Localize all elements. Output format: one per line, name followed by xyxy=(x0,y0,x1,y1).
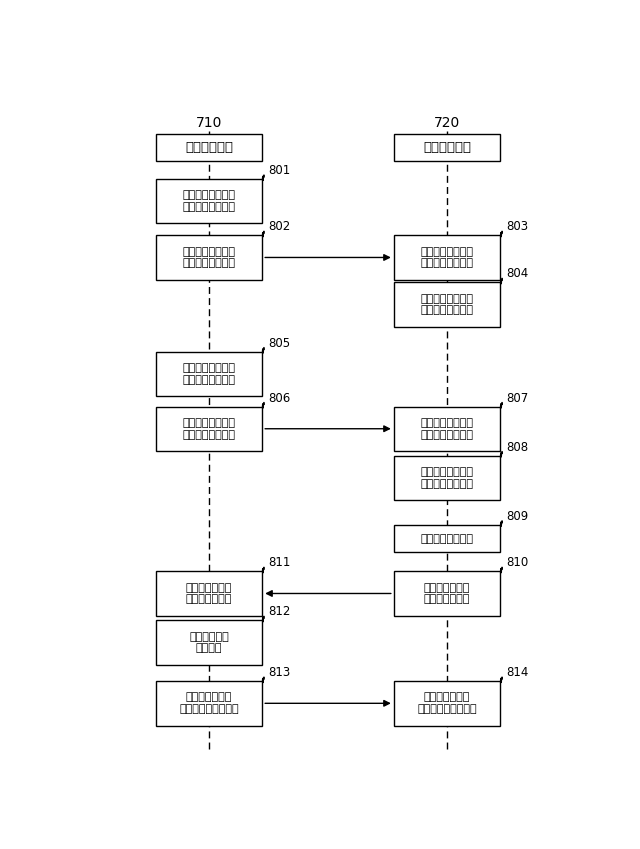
Bar xyxy=(156,179,262,223)
Text: 位置情報および通
信品質情報を受信: 位置情報および通 信品質情報を受信 xyxy=(420,247,474,268)
Bar xyxy=(394,681,500,726)
Text: 位置情報および通
信品質情報を送信: 位置情報および通 信品質情報を送信 xyxy=(182,418,236,440)
Text: 803: 803 xyxy=(506,220,529,233)
Text: 契約認証情報の
切替指示を送信: 契約認証情報の 切替指示を送信 xyxy=(424,582,470,604)
Bar xyxy=(156,351,262,396)
Text: 無線通信装置: 無線通信装置 xyxy=(185,141,233,155)
Text: 位置情報および通
信品質情報を記憶: 位置情報および通 信品質情報を記憶 xyxy=(420,467,474,488)
Text: 809: 809 xyxy=(506,510,529,523)
Text: 契約認証情報の
切替完了通知を送信: 契約認証情報の 切替完了通知を送信 xyxy=(179,693,239,714)
Text: 契約認証情報の
切替指示を受信: 契約認証情報の 切替指示を受信 xyxy=(186,582,232,604)
Text: 位置情報および通
信品質情報を記憶: 位置情報および通 信品質情報を記憶 xyxy=(420,294,474,315)
Bar xyxy=(394,235,500,279)
Text: 通信品質判定処理: 通信品質判定処理 xyxy=(420,533,474,543)
Bar xyxy=(394,456,500,500)
Text: 710: 710 xyxy=(196,115,222,130)
Bar xyxy=(156,621,262,665)
Text: 契約認証情報の
切替完了通知を受信: 契約認証情報の 切替完了通知を受信 xyxy=(417,693,477,714)
Bar xyxy=(156,407,262,451)
Text: 804: 804 xyxy=(506,267,529,280)
Text: 814: 814 xyxy=(506,666,529,679)
Text: 810: 810 xyxy=(506,556,529,570)
Text: 情報処理装置: 情報処理装置 xyxy=(423,141,471,155)
Text: 801: 801 xyxy=(268,164,291,177)
Text: 806: 806 xyxy=(268,391,291,405)
Text: 813: 813 xyxy=(268,666,291,679)
Text: 802: 802 xyxy=(268,220,291,233)
Text: 808: 808 xyxy=(506,441,529,453)
Bar xyxy=(394,525,500,553)
Bar xyxy=(394,283,500,327)
Text: 位置情報および通
信品質情報を送信: 位置情報および通 信品質情報を送信 xyxy=(182,247,236,268)
Bar xyxy=(394,407,500,451)
Text: 805: 805 xyxy=(268,337,291,350)
Text: 811: 811 xyxy=(268,556,291,570)
Bar xyxy=(156,134,262,161)
Text: 807: 807 xyxy=(506,391,529,405)
Bar xyxy=(156,235,262,279)
Bar xyxy=(394,571,500,616)
Text: 位置情報および通
信品質情報を取得: 位置情報および通 信品質情報を取得 xyxy=(182,363,236,385)
Text: 位置情報および通
信品質情報を取得: 位置情報および通 信品質情報を取得 xyxy=(182,190,236,212)
Text: 812: 812 xyxy=(268,605,291,618)
Bar xyxy=(394,134,500,161)
Text: 位置情報および通
信品質情報を受信: 位置情報および通 信品質情報を受信 xyxy=(420,418,474,440)
Text: 契約認証情報
切替処理: 契約認証情報 切替処理 xyxy=(189,632,229,654)
Text: 720: 720 xyxy=(434,115,460,130)
Bar xyxy=(156,571,262,616)
Bar xyxy=(156,681,262,726)
